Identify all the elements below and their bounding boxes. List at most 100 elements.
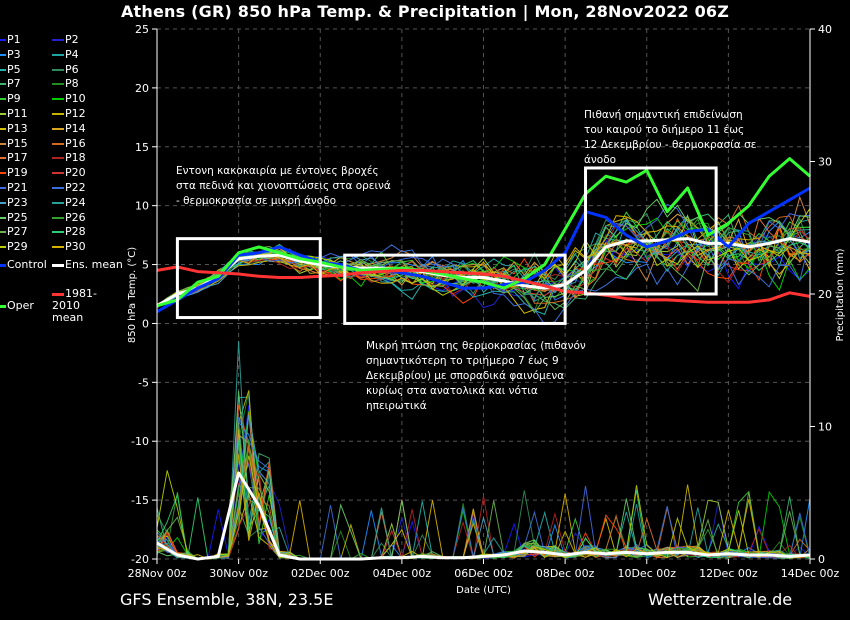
legend-label: P30 (65, 240, 86, 254)
series-layer (156, 157, 811, 561)
legend-swatch (52, 263, 64, 267)
legend-swatch (0, 263, 6, 267)
legend-label: P5 (7, 62, 21, 76)
legend-swatch (0, 201, 6, 204)
legend-label: P2 (65, 33, 79, 46)
source-credit: Wetterzentrale.de (648, 590, 793, 609)
axes: -20 -15 -10 -5 0 5 10 15 20 25 0 10 20 30 40 28Nov 00z 3… (127, 23, 846, 596)
legend-item-p5: P5 (0, 62, 21, 76)
legend-label: P14 (65, 121, 86, 135)
legend-swatch (0, 157, 6, 160)
x-tick-label: 28Nov 00z (128, 567, 187, 580)
legend-item-p20: P20 (52, 167, 86, 179)
legend-item-p1: P1 (0, 34, 21, 46)
control-line (156, 186, 811, 313)
model-info: GFS Ensemble, 38N, 23.5E (120, 590, 334, 609)
ensemble-precip-line (156, 455, 811, 560)
legend-label: P29 (7, 240, 28, 254)
legend-item-p3: P3 (0, 48, 21, 61)
x-tick-label: 14Dec 00z (781, 567, 840, 580)
legend-label: P6 (65, 62, 79, 76)
legend-swatch (0, 142, 6, 145)
legend-label: P11 (7, 107, 28, 120)
legend-label: P27 (7, 225, 28, 239)
legend-label: P25 (7, 210, 28, 224)
legend-item-p28: P28 (52, 226, 86, 238)
legend-label: P9 (7, 92, 21, 106)
chart-title: Athens (GR) 850 hPa Temp. & Precipitatio… (120, 2, 730, 21)
y-axis-label: 850 hPa Temp. (°C) (127, 247, 138, 343)
legend-swatch (52, 68, 64, 71)
legend-item-p27: P27 (0, 226, 28, 238)
legend-swatch (52, 39, 64, 41)
legend-label: P1 (7, 33, 21, 46)
x-tick-label: 30Nov 00z (209, 567, 268, 580)
legend-swatch (0, 83, 6, 86)
legend-label: P23 (7, 195, 28, 209)
legend-label: Oper (7, 299, 34, 312)
ens-mean-line (156, 237, 811, 308)
y-tick-label: 15 (135, 141, 149, 154)
legend-swatch (52, 292, 64, 296)
y-tick-label: -5 (138, 376, 149, 389)
legend-label: P7 (7, 77, 21, 91)
y2-tick-label: 10 (818, 421, 832, 434)
y-tick-label: 5 (142, 259, 149, 272)
legend-item-p11: P11 (0, 108, 28, 120)
legend-label: P17 (7, 151, 28, 165)
legend-swatch (0, 53, 6, 56)
legend-item-oper: Oper (0, 300, 34, 312)
legend-label: P15 (7, 136, 28, 150)
legend-item-p14: P14 (52, 121, 86, 135)
legend-label: 1981-2010 mean (52, 287, 97, 324)
y-tick-label: 0 (142, 317, 149, 330)
legend-item-p21: P21 (0, 182, 28, 194)
x-axis-label: Date (UTC) (456, 585, 511, 596)
y-tick-label: 25 (135, 23, 149, 36)
y-tick-label: 20 (135, 82, 149, 95)
legend-swatch (0, 304, 6, 308)
legend-swatch (0, 216, 6, 219)
annotation-deterioration: Πιθανή σημαντική επιδείνωση του καιρού τ… (584, 109, 757, 166)
legend-item-ens-mean: Ens. mean (52, 259, 123, 271)
ensemble-member-line (156, 208, 811, 306)
legend-label: P21 (7, 181, 28, 194)
legend-swatch (52, 231, 64, 234)
legend-label: P18 (65, 151, 86, 165)
ens-mean-precipitation-line (156, 471, 811, 561)
legend-label: Control (7, 258, 47, 271)
x-tick-label: 06Dec 00z (454, 567, 513, 580)
legend-item-p2: P2 (52, 34, 79, 46)
legend-swatch (0, 172, 6, 175)
legend-swatch (52, 142, 64, 145)
legend-item-p4: P4 (52, 48, 79, 61)
legend-swatch (52, 83, 64, 86)
legend-item-p7: P7 (0, 78, 21, 90)
legend-item-p16: P16 (52, 136, 86, 150)
legend-item-p10: P10 (52, 93, 86, 105)
legend-swatch (0, 246, 6, 249)
legend-swatch (52, 172, 64, 175)
y2-tick-label: 0 (818, 553, 825, 566)
legend-label: P19 (7, 166, 28, 180)
legend-item-p25: P25 (0, 210, 28, 224)
ensemble-precip-line (156, 414, 811, 560)
annotation-temperature-drop: Μικρή πτώση της θερμοκρασίας (πιθανόν ση… (366, 340, 586, 412)
legend-label: P20 (65, 166, 86, 180)
legend-label: P24 (65, 195, 86, 209)
legend-label: P16 (65, 136, 86, 150)
y2-tick-label: 30 (818, 156, 832, 169)
legend-swatch (52, 157, 64, 160)
legend-swatch (52, 187, 64, 189)
legend-item-p17: P17 (0, 152, 28, 164)
legend-item-p13: P13 (0, 122, 28, 135)
legend-label: Ens. mean (65, 258, 123, 271)
legend-item-p19: P19 (0, 167, 28, 179)
x-tick-label: 08Dec 00z (536, 567, 595, 580)
x-tick-label: 12Dec 00z (699, 567, 758, 580)
x-tick-label: 04Dec 00z (373, 567, 432, 580)
legend-swatch (0, 231, 6, 234)
legend-swatch (52, 53, 64, 56)
annotation-heavy-weather: Εντονη κακοκαιρία με έντονες βροχές στα … (176, 165, 391, 207)
